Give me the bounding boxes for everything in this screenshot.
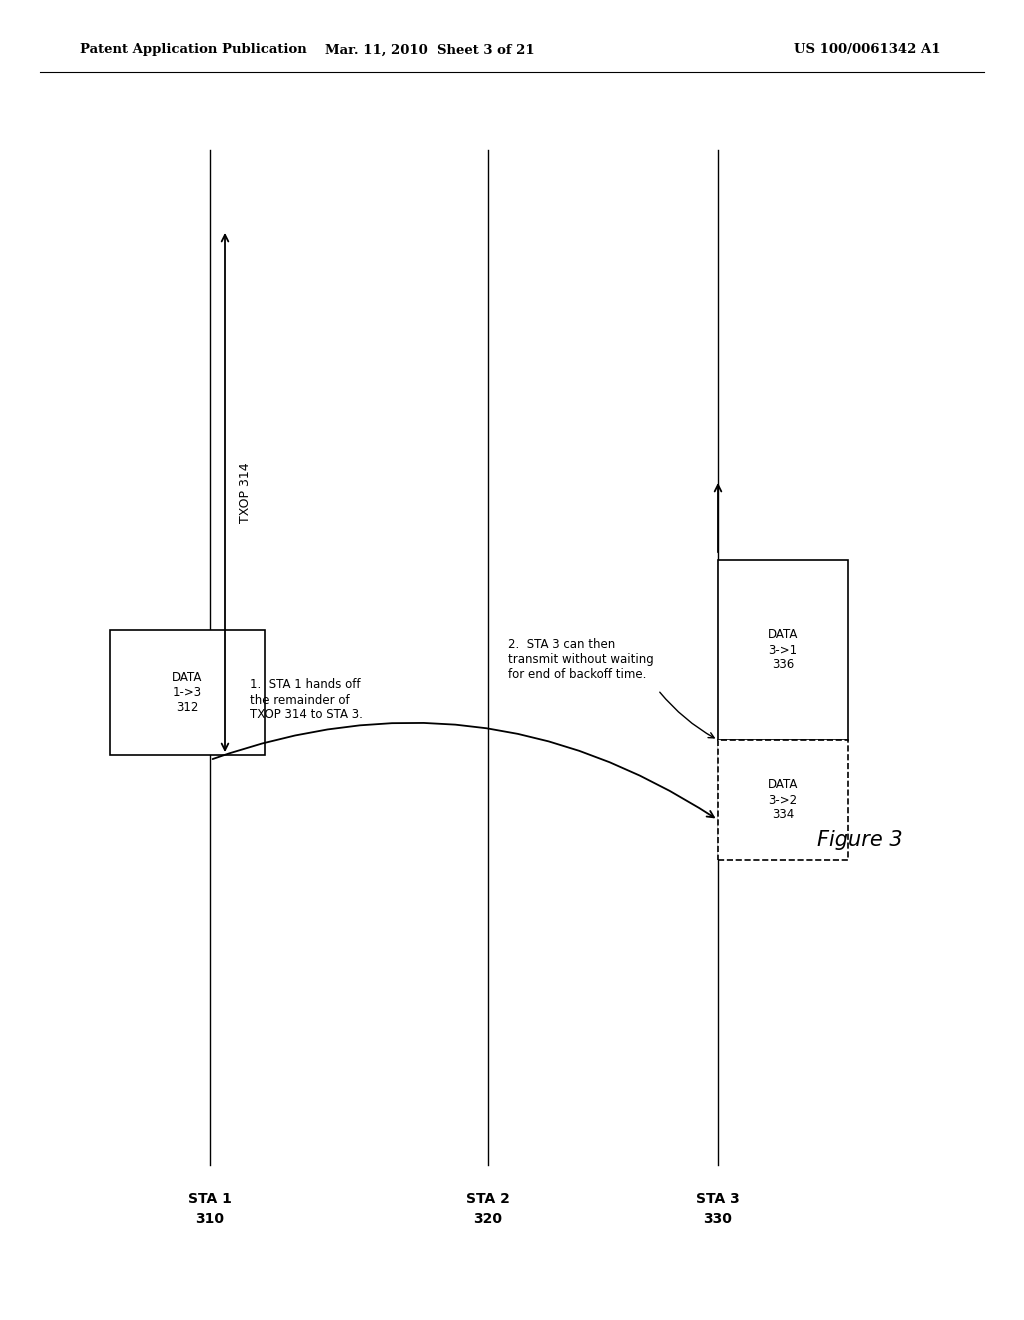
Text: Patent Application Publication: Patent Application Publication: [80, 44, 307, 57]
Text: STA 2: STA 2: [466, 1192, 510, 1206]
Text: 310: 310: [196, 1212, 224, 1226]
Text: TXOP 314: TXOP 314: [239, 462, 252, 523]
Text: DATA
3->1
336: DATA 3->1 336: [768, 628, 798, 672]
Bar: [718, 560, 848, 741]
Text: STA 3: STA 3: [696, 1192, 740, 1206]
Text: 1.  STA 1 hands off
the remainder of
TXOP 314 to STA 3.: 1. STA 1 hands off the remainder of TXOP…: [250, 678, 362, 722]
Text: DATA
1->3
312: DATA 1->3 312: [172, 671, 203, 714]
Text: Figure 3: Figure 3: [817, 830, 903, 850]
Text: US 100/0061342 A1: US 100/0061342 A1: [794, 44, 940, 57]
Bar: [110, 630, 265, 755]
Bar: [718, 741, 848, 861]
Text: STA 1: STA 1: [188, 1192, 232, 1206]
Text: DATA
3->2
334: DATA 3->2 334: [768, 779, 798, 821]
Text: 2.  STA 3 can then
transmit without waiting
for end of backoff time.: 2. STA 3 can then transmit without waiti…: [508, 639, 653, 681]
Text: 320: 320: [473, 1212, 503, 1226]
Text: 330: 330: [703, 1212, 732, 1226]
Text: Mar. 11, 2010  Sheet 3 of 21: Mar. 11, 2010 Sheet 3 of 21: [326, 44, 535, 57]
